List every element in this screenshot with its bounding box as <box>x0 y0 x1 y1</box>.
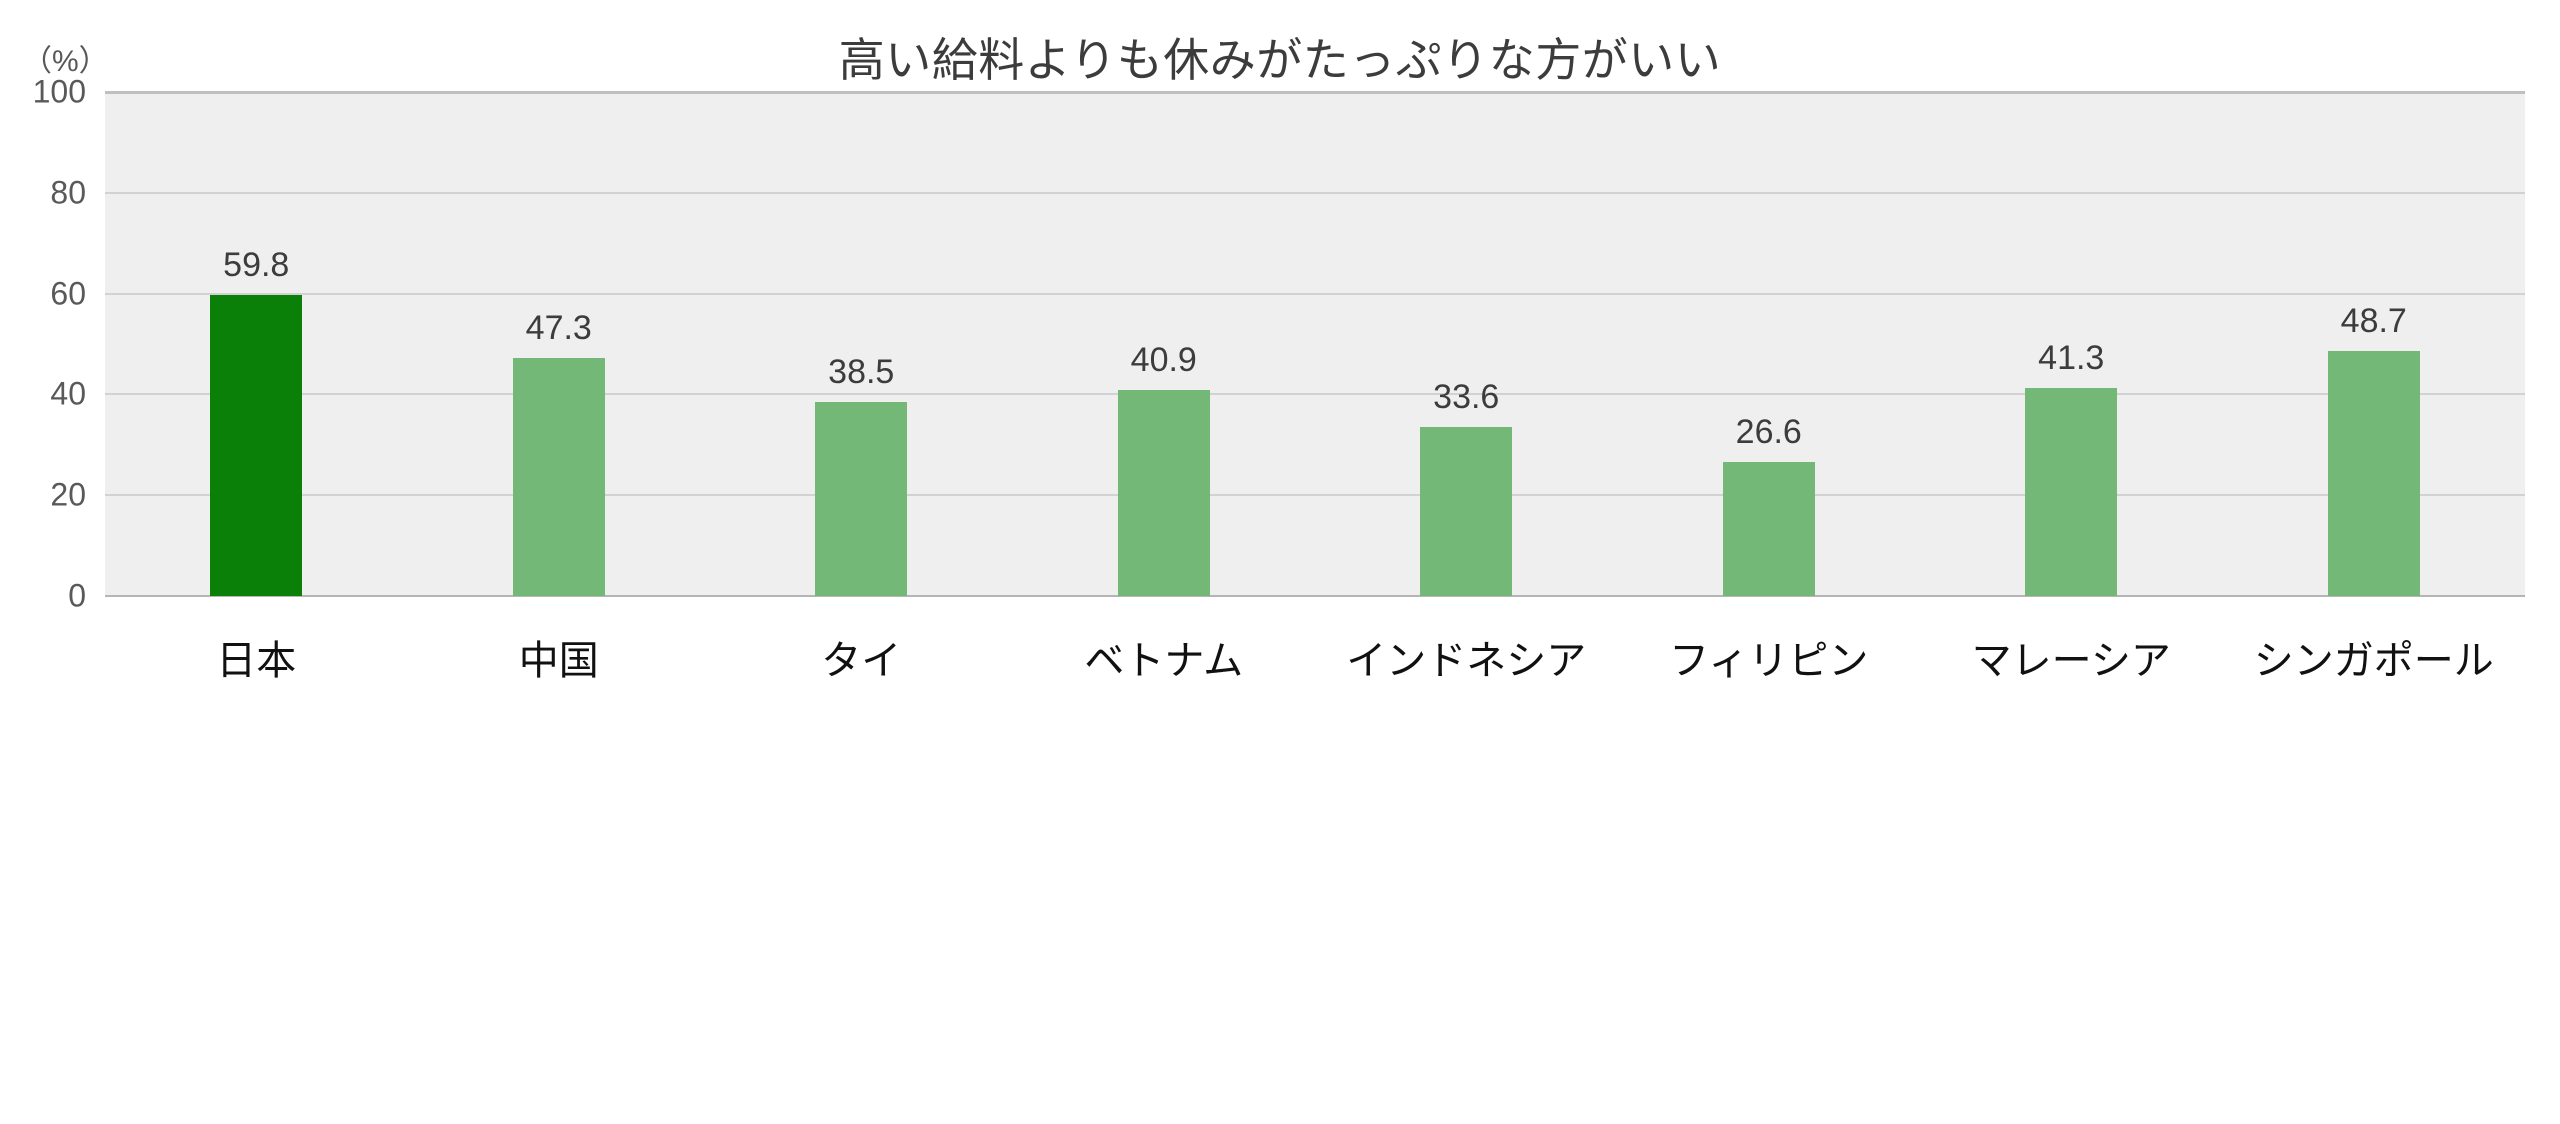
bar-value-label: 47.3 <box>525 308 592 347</box>
y-axis-tick-label: 20 <box>50 476 86 513</box>
plot-area <box>105 92 2525 596</box>
bar-slot: 47.3 <box>408 92 711 596</box>
x-axis-tick-label: 中国 <box>518 639 599 683</box>
gridline <box>105 292 2525 295</box>
bar-slot: 48.7 <box>2223 92 2526 596</box>
bar-slot: 41.3 <box>1920 92 2223 596</box>
bar-slot: 38.5 <box>710 92 1013 596</box>
y-axis-tick-label: 100 <box>32 73 86 110</box>
bar[interactable] <box>210 294 303 596</box>
bar-value-label: 59.8 <box>223 245 290 284</box>
bar[interactable] <box>2025 387 2118 596</box>
gridline <box>105 91 2525 94</box>
gridline <box>105 393 2525 396</box>
bar-value-label: 48.7 <box>2340 301 2407 340</box>
bar[interactable] <box>2327 350 2420 596</box>
bar-slot: 40.9 <box>1013 92 1316 596</box>
bar-value-label: 38.5 <box>828 352 895 391</box>
gridline <box>105 494 2525 497</box>
bar[interactable] <box>512 357 605 596</box>
x-axis-tick-label: シンガポール <box>2253 639 2494 683</box>
gridline <box>105 191 2525 194</box>
gridline <box>105 595 2525 597</box>
bar-slot: 26.6 <box>1618 92 1921 596</box>
bar[interactable] <box>815 401 908 596</box>
bar-slot: 59.8 <box>105 92 408 596</box>
y-axis-tick-label: 0 <box>68 577 86 614</box>
x-axis-tick-label: マレーシア <box>1971 639 2171 683</box>
y-axis-tick-label: 60 <box>50 275 86 312</box>
bar-value-label: 26.6 <box>1735 412 1802 451</box>
bar-slot: 33.6 <box>1315 92 1618 596</box>
x-axis-tick-label: インドネシア <box>1346 639 1587 683</box>
x-axis-tick-label: タイ <box>821 639 902 683</box>
x-axis-tick-label: フィリピン <box>1669 639 1869 683</box>
bar-value-label: 41.3 <box>2038 338 2105 377</box>
bar[interactable] <box>1117 389 1210 596</box>
y-axis-tick-label: 80 <box>50 174 86 211</box>
bar[interactable] <box>1420 426 1513 596</box>
bar-value-label: 40.9 <box>1130 340 1197 379</box>
bars-layer: 59.8 47.3 38.5 40.9 33.6 26.6 41.3 48.7 <box>105 92 2525 596</box>
x-axis-tick-labels: 日本 中国 タイ ベトナム インドネシア フィリピン マレーシア シンガポール <box>105 610 2525 700</box>
y-axis-tick-label: 40 <box>50 375 86 412</box>
x-axis-tick-label: 日本 <box>216 639 297 683</box>
y-axis-unit-label: （%） <box>22 45 109 78</box>
bar-value-label: 33.6 <box>1433 377 1500 416</box>
x-axis-tick-label: ベトナム <box>1084 639 1244 683</box>
chart-title: 高い給料よりも休みがたっぷりな方がいい <box>838 34 1722 86</box>
bar[interactable] <box>1722 461 1815 596</box>
